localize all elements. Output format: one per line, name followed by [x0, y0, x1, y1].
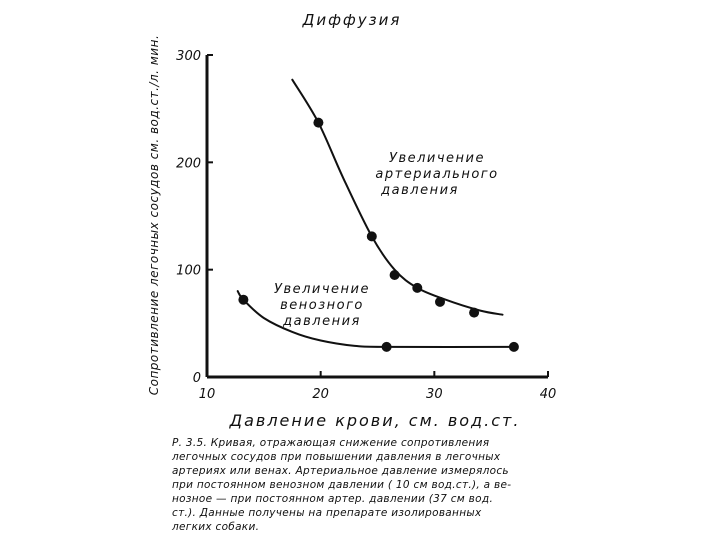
venous-curve-point	[508, 341, 519, 352]
arterial-curve-point	[412, 282, 423, 293]
y-tick-label: 300	[176, 49, 201, 64]
figure-caption: Р. 3.5. Кривая, отражающая снижение сопр…	[172, 436, 592, 534]
x-tick-label: 30	[426, 387, 443, 402]
y-tick-label: 200	[176, 156, 201, 171]
annotation-arterial-line-3: давления	[380, 183, 459, 198]
caption-line-7: легких собаки.	[172, 521, 260, 533]
venous-curve-point	[381, 341, 392, 352]
series-layer	[236, 78, 519, 352]
annotation-venous-line-3: давления	[282, 314, 361, 329]
arterial-curve-point	[366, 231, 377, 242]
arterial-curve-point	[313, 117, 324, 128]
annotation-arterial-line-1: Увеличение	[389, 151, 485, 166]
caption-line-3: артериях или венах. Артериальное давлени…	[172, 465, 509, 477]
x-tick-label: 10	[199, 387, 216, 402]
caption-line-5: нозное — при постоянном артер. давлении …	[172, 493, 494, 505]
arterial-curve-line	[291, 78, 504, 316]
caption-line-4: при постоянном венозном давлении ( 10 см…	[172, 479, 512, 491]
arterial-curve-point	[469, 307, 480, 318]
y-tick-label: 100	[176, 264, 201, 279]
caption-line-2: легочных сосудов при повышении давления …	[172, 451, 501, 463]
annotation-arterial-line-2: артериального	[375, 167, 498, 182]
annotation-venous-line-2: венозного	[280, 298, 364, 313]
x-axis-label: Давление крови, см. вод.ст.	[229, 411, 521, 430]
y-ticks: 0 100 200 300	[176, 49, 213, 386]
x-ticks: 10 20 30 40	[199, 371, 557, 402]
y-tick-label: 0	[193, 371, 201, 386]
annotation-venous-line-1: Увеличение	[274, 282, 370, 297]
venous-curve-point	[238, 294, 249, 305]
caption-line-6: ст.). Данные получены на препарате изоли…	[172, 507, 482, 519]
caption-line-1: Р. 3.5. Кривая, отражающая снижение сопр…	[172, 437, 490, 449]
x-tick-label: 40	[540, 387, 557, 402]
x-tick-label: 20	[312, 387, 329, 402]
y-axis-label: Сопротивление легочных сосудов см. вод.с…	[147, 35, 161, 396]
arterial-curve-point	[435, 296, 445, 307]
arterial-curve-point	[389, 270, 400, 280]
chart-title: Диффузия	[302, 11, 402, 29]
